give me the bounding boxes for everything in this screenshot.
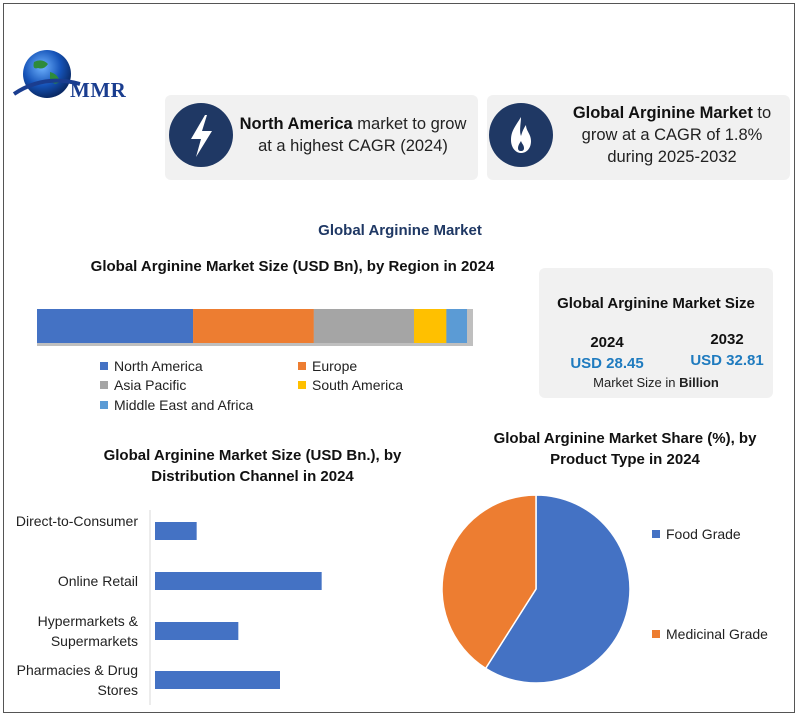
legend-item-north-america: North America xyxy=(100,358,203,374)
legend-swatch xyxy=(298,362,306,370)
channel-bar-online-retail xyxy=(155,572,322,590)
legend-item-middle-east-and-africa: Middle East and Africa xyxy=(100,397,253,413)
pie-slice-food-grade xyxy=(484,494,631,684)
brand-logo-text: MMR xyxy=(70,78,127,102)
value-2032: USD 32.81 xyxy=(690,352,764,369)
channel-label-hypermarkets-supermarkets: Hypermarkets & Supermarkets xyxy=(37,613,138,649)
legend-label: South America xyxy=(312,377,404,393)
market-size-note: Market Size in Billion xyxy=(539,375,773,390)
region-segment-north-america xyxy=(37,309,194,343)
note-prefix: Market Size in xyxy=(593,375,680,390)
channel-label-pharmacies-drug-stores: Pharmacies & Drug Stores xyxy=(16,662,138,698)
channel-label-online-retail: Online Retail xyxy=(57,573,138,589)
pie-chart-title: Global Arginine Market Share (%), by Pro… xyxy=(493,430,757,468)
legend-swatch xyxy=(100,381,108,389)
legend-label: Food Grade xyxy=(666,526,741,542)
region-segment-europe xyxy=(193,309,314,343)
value-2024: USD 28.45 xyxy=(570,355,644,372)
legend-label: Medicinal Grade xyxy=(666,626,768,642)
card-bold-text: North America xyxy=(239,115,353,133)
channel-bar-pharmacies-drug-stores xyxy=(155,671,280,689)
card-text-cagr: Global Arginine Market to grow at a CAGR… xyxy=(559,102,785,168)
insight-card-north-america: North America market to grow at a highes… xyxy=(165,95,478,180)
pie-slice-medicinal-grade xyxy=(441,494,537,670)
flame-icon xyxy=(489,103,553,167)
region-segment-middle-east-and-africa xyxy=(446,309,467,343)
market-size-box: Global Arginine Market Size 2024 2032 US… xyxy=(539,268,773,398)
legend-item-south-america: South America xyxy=(298,377,403,393)
legend-label: Asia Pacific xyxy=(114,377,187,393)
section-title: Global Arginine Market xyxy=(318,222,482,239)
legend-swatch xyxy=(652,530,660,538)
legend-label: Middle East and Africa xyxy=(114,397,254,413)
market-size-title: Global Arginine Market Size xyxy=(557,295,755,312)
legend-item-europe: Europe xyxy=(298,358,357,374)
pie-legend-item-medicinal-grade: Medicinal Grade xyxy=(652,626,768,642)
channel-label-direct-to-consumer: Direct-to-Consumer xyxy=(15,513,138,529)
year-2024-label: 2024 xyxy=(590,334,624,351)
legend-swatch xyxy=(652,630,660,638)
note-unit: Billion xyxy=(679,375,719,390)
legend-item-asia-pacific: Asia Pacific xyxy=(100,377,186,393)
channel-chart-title: Global Arginine Market Size (USD Bn.), b… xyxy=(103,447,402,485)
year-2032-label: 2032 xyxy=(710,331,744,348)
legend-swatch xyxy=(100,401,108,409)
channel-bar-direct-to-consumer xyxy=(155,522,197,540)
card-body-text: to grow at a CAGR of 1.8% during 2025-20… xyxy=(581,104,772,166)
card-text-north-america: North America market to grow at a highes… xyxy=(235,113,471,157)
pie-legend-item-food-grade: Food Grade xyxy=(652,526,741,542)
legend-swatch xyxy=(298,381,306,389)
legend-label: North America xyxy=(114,358,203,374)
card-bold-text: Global Arginine Market xyxy=(572,104,753,122)
card-body-text: market to grow at a highest CAGR (2024) xyxy=(258,115,467,155)
lightning-icon xyxy=(169,103,233,167)
region-chart-title: Global Arginine Market Size (USD Bn), by… xyxy=(90,258,495,275)
legend-label: Europe xyxy=(312,358,358,374)
legend-swatch xyxy=(100,362,108,370)
mmr-globe-logo-icon xyxy=(12,50,81,98)
insight-card-cagr: Global Arginine Market to grow at a CAGR… xyxy=(487,95,790,180)
channel-bar-hypermarkets-supermarkets xyxy=(155,622,239,640)
region-segment-asia-pacific xyxy=(313,309,414,343)
region-segment-south-america xyxy=(413,309,447,343)
